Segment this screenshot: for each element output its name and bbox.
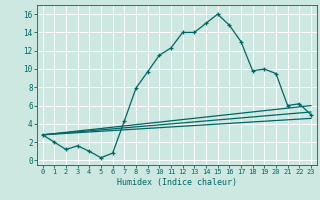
- X-axis label: Humidex (Indice chaleur): Humidex (Indice chaleur): [117, 178, 237, 187]
